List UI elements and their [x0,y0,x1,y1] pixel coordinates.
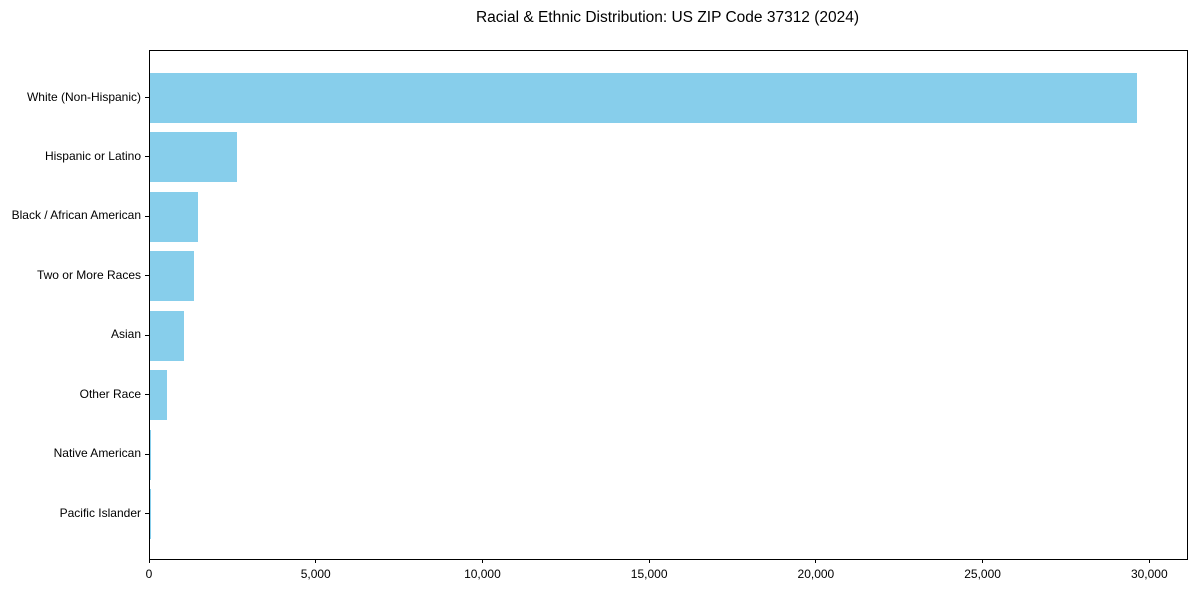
y-axis-label: Pacific Islander [59,505,141,520]
x-tick-label: 0 [145,567,153,581]
x-tick-mark [315,559,317,563]
y-tick-mark [145,215,149,217]
x-tick-mark [1148,559,1150,563]
y-tick-mark [145,156,149,158]
y-axis-label: Hispanic or Latino [44,148,141,163]
y-tick-mark [145,394,149,396]
y-axis-label: Other Race [79,386,141,401]
bar-black-african-american [150,191,199,242]
y-axis-label: White (Non-Hispanic) [26,89,141,104]
y-axis-label: Asian [110,327,141,342]
x-tick-label: 25,000 [964,567,1001,581]
bar-other-race [150,370,167,421]
x-tick-mark [982,559,984,563]
y-axis-label: Native American [53,446,141,461]
plot-area [149,50,1188,560]
y-tick-mark [145,334,149,336]
bar-hispanic-or-latino [150,132,237,183]
x-tick-label: 15,000 [630,567,668,581]
x-tick-label: 10,000 [464,567,501,581]
y-axis-label: Two or More Races [36,267,141,282]
x-tick-mark [481,559,483,563]
bar-asian [150,310,184,361]
x-tick-mark [815,559,817,563]
bar-white-non-hispanic [150,73,1137,123]
y-tick-mark [145,97,149,98]
x-tick-label: 20,000 [797,567,835,581]
x-tick-label: 30,000 [1130,567,1168,581]
x-tick-mark [648,559,650,563]
y-tick-mark [145,513,149,514]
y-tick-mark [145,453,149,455]
x-tick-label: 5,000 [300,567,331,581]
x-tick-mark [148,559,150,563]
y-axis-label: Black / African American [11,208,141,223]
y-tick-mark [145,275,149,277]
chart-title: Racial & Ethnic Distribution: US ZIP Cod… [475,9,860,26]
bar-native-american [150,429,151,480]
bar-two-or-more-races [150,251,195,302]
